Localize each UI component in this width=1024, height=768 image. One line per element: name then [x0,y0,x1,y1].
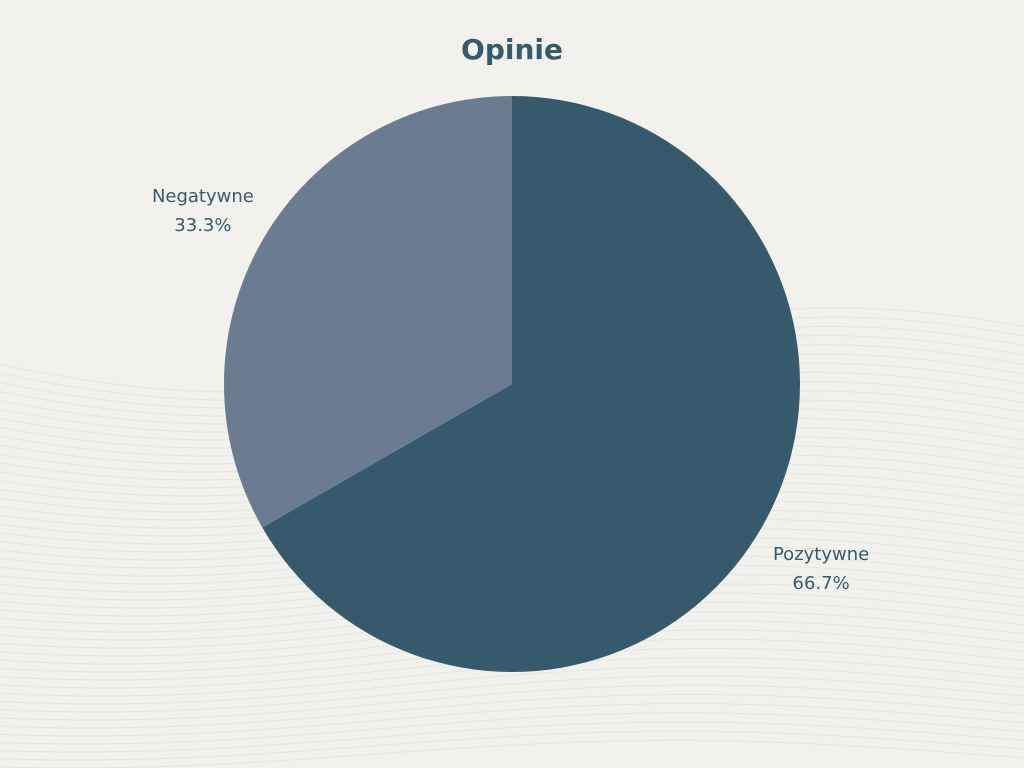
background-wave-line [0,666,1024,705]
background-wave-line [0,693,1024,729]
slice-label-name: Negatywne [152,186,254,207]
slice-label-name: Pozytywne [773,544,869,565]
background-wave-line [0,730,1024,761]
pie-slice-negatywne [223,95,513,528]
background-wave-line [0,739,1024,768]
background-wave-line [0,703,1024,737]
pie-slices [223,95,800,672]
pie-labels: Pozytywne 66.7% Negatywne 33.3% [152,186,869,594]
slice-label-percent: 33.3% [174,215,231,236]
background-wave-line [0,712,1024,745]
background-wave-line [0,684,1024,721]
pie-slice-pozytywne [262,96,800,672]
background-wave-line [0,675,1024,713]
slice-label-percent: 66.7% [793,573,850,594]
chart-title: Opinie [461,33,563,66]
background-wave-line [0,721,1024,753]
